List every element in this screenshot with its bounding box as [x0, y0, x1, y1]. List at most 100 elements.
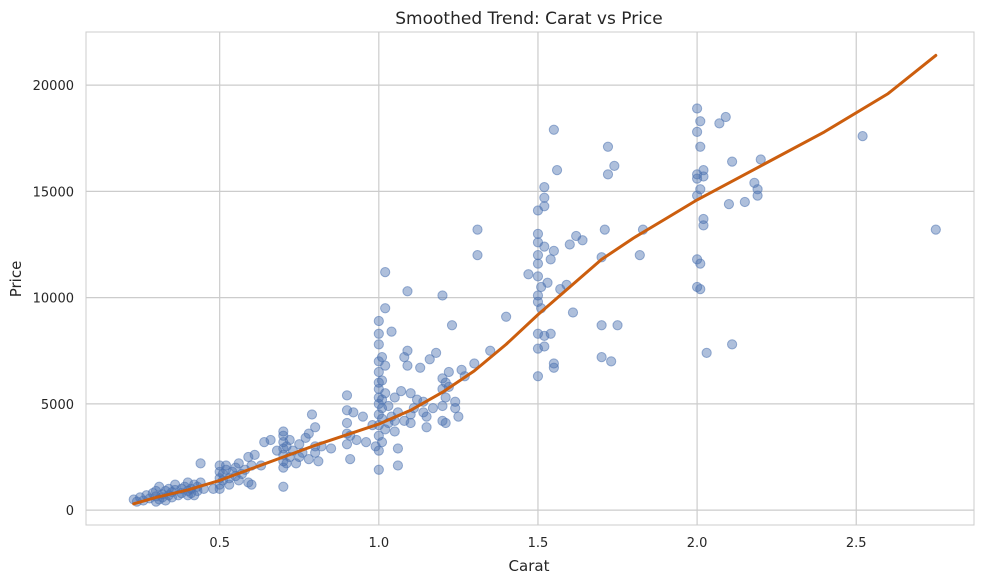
scatter-point — [695, 141, 706, 152]
scatter-point — [723, 199, 735, 210]
scatter-point — [532, 371, 544, 382]
scatter-point — [380, 388, 391, 399]
scatter-point — [440, 417, 451, 429]
scatter-point — [602, 141, 614, 152]
scatter-point — [609, 160, 620, 171]
scatter-point — [539, 192, 550, 203]
scatter-point — [443, 366, 454, 378]
scatter-point — [691, 126, 703, 137]
scatter-point — [472, 250, 483, 261]
scatter-point — [224, 479, 235, 490]
scatter-point — [421, 411, 432, 422]
y-tick-label: 0 — [66, 504, 74, 519]
scatter-point — [539, 241, 550, 252]
scatter-point — [450, 403, 461, 414]
scatter-point — [259, 437, 270, 448]
scatter-point — [341, 405, 353, 416]
scatter-point — [930, 224, 941, 235]
scatter-point — [325, 443, 337, 454]
y-axis-label: Price — [7, 261, 25, 298]
scatter-point — [532, 343, 544, 354]
scatter-point — [341, 439, 353, 450]
x-tick-label: 2.0 — [687, 536, 708, 551]
scatter-point — [380, 267, 391, 278]
scatter-point — [532, 271, 544, 282]
plot-frame — [85, 31, 975, 526]
scatter-point — [606, 356, 617, 367]
scatter-point — [532, 250, 544, 261]
scatter-point — [351, 434, 362, 446]
scatter-point — [437, 290, 448, 301]
scatter-point — [577, 235, 588, 246]
scatter-point — [376, 352, 388, 363]
scatter-point — [548, 362, 559, 373]
scatter-point — [714, 118, 725, 129]
scatter-point — [727, 339, 738, 350]
scatter-point — [373, 339, 384, 350]
scatter-point — [376, 375, 388, 386]
scatter-point — [348, 407, 359, 418]
scatter-point — [376, 403, 388, 414]
scatter-point — [695, 116, 706, 127]
scatter-point — [402, 360, 413, 371]
scatter-point — [373, 464, 384, 475]
y-tick-label: 5000 — [41, 398, 74, 413]
scatter-point — [310, 422, 321, 433]
y-tick-label: 20000 — [33, 79, 74, 94]
scatter-point — [278, 481, 289, 492]
scatter-point — [392, 460, 404, 471]
scatter-point — [691, 103, 703, 114]
scatter-point — [233, 458, 244, 469]
trend-line-group — [132, 53, 938, 506]
scatter-point — [278, 426, 289, 437]
trend-line — [132, 53, 938, 506]
scatter-point — [752, 184, 763, 195]
scatter-point — [360, 437, 372, 448]
scatter-point — [602, 169, 614, 180]
scatter-point — [313, 456, 324, 467]
scatter-point — [472, 224, 483, 235]
scatter-point — [284, 434, 295, 446]
grid — [86, 32, 974, 525]
scatter-point — [421, 422, 432, 433]
scatter-point — [532, 228, 544, 239]
scatter-point — [380, 360, 391, 371]
scatter-point — [303, 428, 314, 439]
scatter-point — [411, 394, 423, 405]
x-axis-label: Carat — [509, 557, 550, 575]
scatter-point — [469, 358, 480, 369]
scatter-point — [539, 182, 550, 193]
scatter-point — [532, 328, 544, 339]
scatter-point — [523, 269, 534, 280]
scatter-point — [698, 220, 709, 231]
scatter-point — [345, 454, 356, 465]
scatter-point — [539, 201, 550, 212]
scatter-point — [440, 392, 451, 403]
scatter-point — [545, 254, 556, 265]
scatter-point — [453, 411, 464, 422]
scatter-point — [415, 362, 426, 373]
scatter-point — [392, 443, 404, 454]
scatter-point — [695, 284, 706, 295]
scatter-point — [306, 409, 318, 420]
scatter-point — [341, 417, 353, 429]
x-tick-label: 1.0 — [368, 536, 389, 551]
scatter-point — [501, 311, 512, 322]
scatter-point — [720, 111, 731, 123]
scatter-point — [542, 277, 553, 288]
scatter-point — [373, 328, 384, 339]
scatter-point — [485, 345, 496, 356]
scatter-point — [265, 434, 276, 446]
scatter-point — [446, 320, 458, 331]
scatter-point — [698, 165, 709, 176]
scatter-point — [567, 307, 579, 318]
y-tick-label: 15000 — [33, 185, 74, 200]
scatter-point — [695, 258, 706, 269]
scatter-point — [564, 239, 575, 250]
scatter-point — [380, 303, 391, 314]
scatter-point — [389, 392, 400, 403]
scatter-point — [246, 479, 257, 490]
scatter-point — [395, 386, 407, 397]
scatter-point — [532, 258, 544, 269]
scatter-point — [373, 445, 384, 456]
